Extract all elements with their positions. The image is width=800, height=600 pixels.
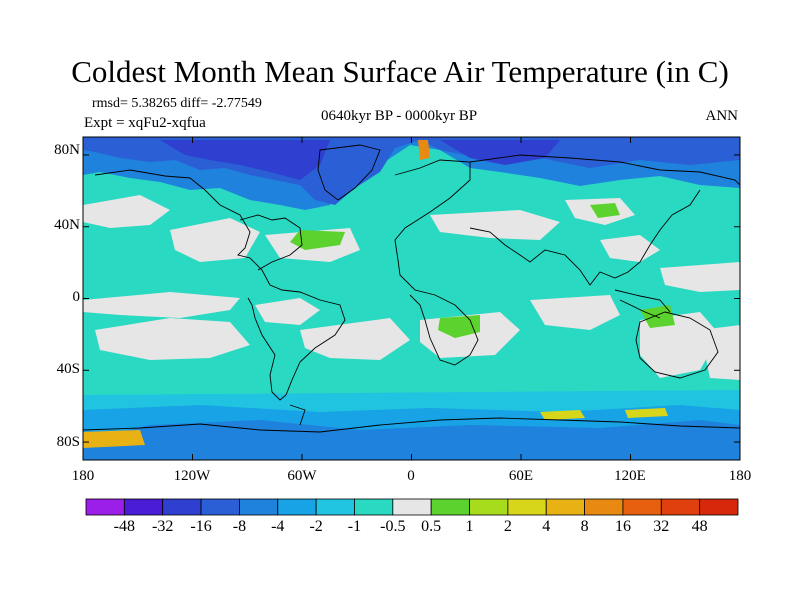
- east-asia-neutral: [600, 235, 660, 262]
- atlantic-warm-patch: [290, 230, 345, 250]
- colorbar-label: -16: [190, 518, 212, 535]
- australia-neutral: [640, 312, 720, 378]
- colorbar-label: 16: [614, 518, 631, 535]
- europe-africa-coast: [394, 159, 479, 366]
- colorbar-label: 0.5: [421, 518, 442, 535]
- coastlines: [83, 144, 740, 433]
- antarctic-cold: [83, 420, 740, 460]
- lon-tick-label: 180: [71, 468, 95, 484]
- colorbar-swatch: [277, 498, 317, 516]
- antarctic-peninsula-coast: [289, 404, 306, 426]
- colorbar-label: -48: [113, 518, 135, 535]
- asia-warm-patch: [590, 203, 620, 218]
- colorbar-label: 2: [503, 518, 512, 535]
- indian-neutral: [530, 295, 620, 330]
- period-label: 0640kyr BP - 0000kyr BP: [321, 108, 478, 124]
- pacific-neutral-south: [95, 318, 250, 360]
- colorbar-label: 4: [542, 518, 551, 535]
- antarctic-warm-patch-2: [625, 408, 668, 418]
- colorbar-swatch: [162, 498, 202, 516]
- south-atlantic-neutral: [300, 318, 410, 360]
- colorbar-label: 48: [691, 518, 708, 535]
- plot-title: Coldest Month Mean Surface Air Temperatu…: [71, 54, 729, 89]
- colorbar-swatch: [469, 498, 509, 516]
- colorbar: [85, 498, 739, 516]
- colorbar-label: -1: [347, 518, 362, 535]
- sw-pacific-neutral: [700, 325, 740, 380]
- na-neutral: [170, 218, 260, 262]
- lon-tick-label: 120W: [173, 468, 211, 484]
- pacific-neutral-tropic: [83, 292, 240, 318]
- colorbar-label: -32: [152, 518, 174, 535]
- australia-coast: [635, 311, 719, 379]
- eurasia-neutral: [430, 210, 560, 240]
- colorbar-label: -4: [271, 518, 285, 535]
- colorbar-label: 32: [653, 518, 670, 535]
- colorbar-swatch: [354, 498, 394, 516]
- americas-coast: [94, 169, 346, 401]
- asia-coast: [469, 154, 740, 286]
- lat-tick-label: 40N: [54, 217, 80, 233]
- colorbar-swatch: [545, 498, 585, 516]
- colorbar-swatch: [584, 498, 624, 516]
- temperature-field: [83, 137, 740, 460]
- sa-neutral: [255, 298, 320, 325]
- antarctica-coast: [83, 417, 740, 433]
- west-pacific-neutral: [660, 262, 740, 292]
- svalbard-warm-patch: [418, 140, 430, 160]
- colorbar-label: 8: [580, 518, 589, 535]
- colorbar-swatch: [315, 498, 355, 516]
- pacific-neutral-north: [83, 195, 170, 228]
- colorbar-swatch: [123, 498, 164, 516]
- colorbar-swatch: [200, 498, 240, 516]
- lon-tick-label: 120E: [614, 468, 646, 484]
- colorbar-swatch: [699, 498, 739, 516]
- ross-warm-patch: [83, 430, 145, 448]
- colorbar-swatch: [392, 498, 432, 516]
- na-east-coast: [239, 214, 303, 271]
- colorbar-swatch: [660, 498, 701, 516]
- colorbar-swatch: [430, 498, 470, 516]
- colorbar-swatch: [507, 498, 547, 516]
- colorbar-label: -2: [309, 518, 323, 535]
- eurasia-arctic-cold: [440, 140, 560, 165]
- antarctic-warm-patch-1: [540, 410, 585, 420]
- colorbar-swatch: [622, 498, 662, 516]
- axis-ticks: [82, 137, 741, 460]
- greenland-coast: [317, 144, 381, 201]
- lat-tick-label: 40S: [56, 361, 80, 377]
- australia-warm-patch: [640, 305, 675, 328]
- colorbar-label: 1: [465, 518, 474, 535]
- greenland-canada-cold: [160, 140, 330, 180]
- colorbar-label: -0.5: [380, 518, 406, 535]
- colorbar-swatch: [239, 498, 279, 516]
- season-label: ANN: [705, 108, 739, 124]
- experiment-label: Expt = xqFu2-xqfua: [84, 115, 206, 131]
- lat-tick-label: 0: [72, 289, 81, 305]
- colorbar-swatch: [85, 498, 125, 516]
- lon-tick-label: 180: [728, 468, 752, 484]
- lat-tick-label: 80S: [56, 434, 80, 450]
- colorbar-label: -8: [232, 518, 247, 535]
- lon-tick-label: 0: [407, 468, 415, 484]
- lon-tick-label: 60W: [287, 468, 317, 484]
- africa-warm-patch: [438, 315, 480, 338]
- stats-label: rmsd= 5.38265 diff= -2.77549: [92, 96, 262, 111]
- lat-tick-label: 80N: [54, 142, 80, 158]
- lon-tick-label: 60E: [508, 468, 534, 484]
